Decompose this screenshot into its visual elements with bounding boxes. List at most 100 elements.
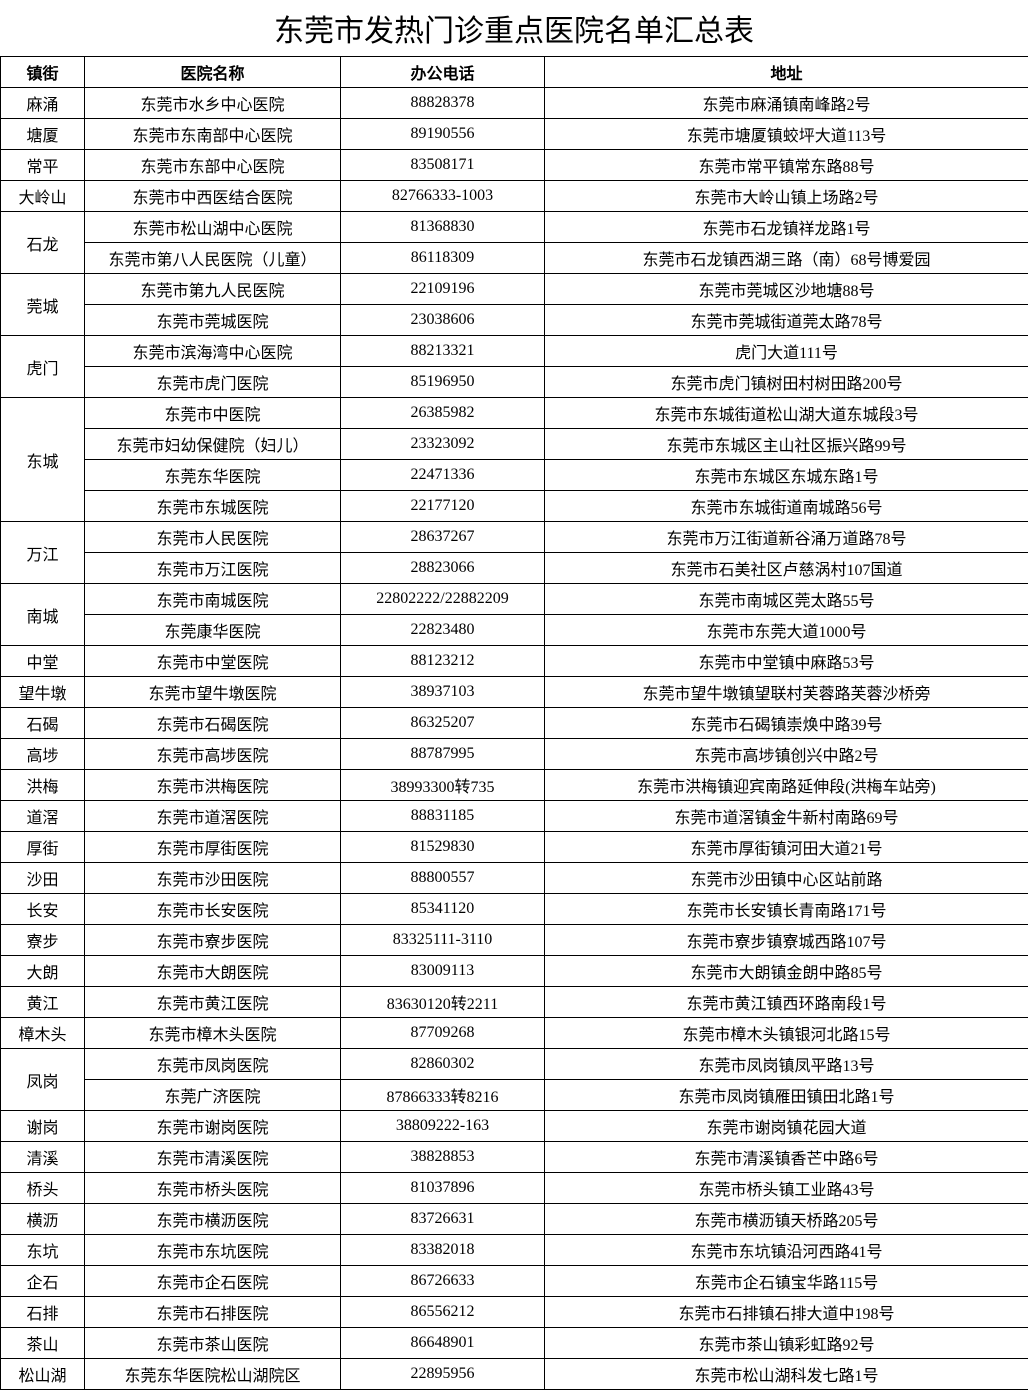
phone-cell: 88787995: [341, 739, 545, 770]
phone-cell: 26385982: [341, 398, 545, 429]
phone-cell: 88831185: [341, 801, 545, 832]
address-cell: 东莞市洪梅镇迎宾南路延伸段(洪梅车站旁): [545, 770, 1028, 801]
hospital-cell: 东莞市厚街医院: [85, 832, 341, 863]
hospital-cell: 东莞市中西医结合医院: [85, 181, 341, 212]
hospital-cell: 东莞市横沥医院: [85, 1204, 341, 1235]
hospital-cell: 东莞市石排医院: [85, 1297, 341, 1328]
hospital-cell: 东莞市茶山医院: [85, 1328, 341, 1359]
hospital-cell: 东莞市樟木头医院: [85, 1018, 341, 1049]
phone-cell: 82766333-1003: [341, 181, 545, 212]
phone-cell: 85341120: [341, 894, 545, 925]
table-row: 万江东莞市人民医院28637267东莞市万江街道新谷涌万道路78号: [1, 522, 1028, 553]
address-cell: 东莞市黄江镇西环路南段1号: [545, 987, 1028, 1018]
address-cell: 东莞市大朗镇金朗中路85号: [545, 956, 1028, 987]
table-row: 道滘东莞市道滘医院88831185东莞市道滘镇金牛新村南路69号: [1, 801, 1028, 832]
table-row: 石龙东莞市松山湖中心医院81368830东莞市石龙镇祥龙路1号: [1, 212, 1028, 243]
town-cell: 松山湖: [1, 1359, 85, 1390]
address-cell: 东莞市石龙镇祥龙路1号: [545, 212, 1028, 243]
hospital-table: 镇街 医院名称 办公电话 地址 麻涌东莞市水乡中心医院88828378东莞市麻涌…: [0, 56, 1028, 1390]
phone-cell: 83009113: [341, 956, 545, 987]
town-cell: 清溪: [1, 1142, 85, 1173]
phone-cell: 88213321: [341, 336, 545, 367]
phone-cell: 82860302: [341, 1049, 545, 1080]
address-cell: 东莞市寮步镇寮城西路107号: [545, 925, 1028, 956]
town-cell: 东坑: [1, 1235, 85, 1266]
phone-cell: 22177120: [341, 491, 545, 522]
table-row: 洪梅东莞市洪梅医院38993300转735东莞市洪梅镇迎宾南路延伸段(洪梅车站旁…: [1, 770, 1028, 801]
town-cell: 石排: [1, 1297, 85, 1328]
table-row: 石排东莞市石排医院86556212东莞市石排镇石排大道中198号: [1, 1297, 1028, 1328]
table-row: 中堂东莞市中堂医院88123212东莞市中堂镇中麻路53号: [1, 646, 1028, 677]
phone-cell: 81529830: [341, 832, 545, 863]
address-cell: 东莞市松山湖科发七路1号: [545, 1359, 1028, 1390]
table-row: 大朗东莞市大朗医院83009113东莞市大朗镇金朗中路85号: [1, 956, 1028, 987]
town-cell: 高埗: [1, 739, 85, 770]
table-row: 麻涌东莞市水乡中心医院88828378东莞市麻涌镇南峰路2号: [1, 88, 1028, 119]
town-cell: 桥头: [1, 1173, 85, 1204]
hospital-cell: 东莞市第八人民医院（儿童）: [85, 243, 341, 274]
hospital-cell: 东莞市滨海湾中心医院: [85, 336, 341, 367]
phone-cell: 28823066: [341, 553, 545, 584]
phone-cell: 28637267: [341, 522, 545, 553]
hospital-cell: 东莞市道滘医院: [85, 801, 341, 832]
address-cell: 东莞市塘厦镇蛟坪大道113号: [545, 119, 1028, 150]
table-row: 长安东莞市长安医院85341120东莞市长安镇长青南路171号: [1, 894, 1028, 925]
town-cell: 凤岗: [1, 1049, 85, 1111]
table-row: 厚街东莞市厚街医院81529830东莞市厚街镇河田大道21号: [1, 832, 1028, 863]
town-cell: 道滘: [1, 801, 85, 832]
town-cell: 大岭山: [1, 181, 85, 212]
address-cell: 东莞市石碣镇崇焕中路39号: [545, 708, 1028, 739]
table-row: 东莞市万江医院28823066东莞市石美社区卢慈涡村107国道: [1, 553, 1028, 584]
town-cell: 塘厦: [1, 119, 85, 150]
phone-cell: 22109196: [341, 274, 545, 305]
address-cell: 东莞市东城区主山社区振兴路99号: [545, 429, 1028, 460]
hospital-cell: 东莞市企石医院: [85, 1266, 341, 1297]
town-cell: 茶山: [1, 1328, 85, 1359]
address-cell: 东莞市沙田镇中心区站前路: [545, 863, 1028, 894]
town-cell: 黄江: [1, 987, 85, 1018]
town-cell: 虎门: [1, 336, 85, 398]
table-row: 望牛墩东莞市望牛墩医院38937103东莞市望牛墩镇望联村芙蓉路芙蓉沙桥旁: [1, 677, 1028, 708]
phone-cell: 86726633: [341, 1266, 545, 1297]
hospital-cell: 东莞市桥头医院: [85, 1173, 341, 1204]
hospital-cell: 东莞市寮步医院: [85, 925, 341, 956]
table-row: 东坑东莞市东坑医院83382018东莞市东坑镇沿河西路41号: [1, 1235, 1028, 1266]
address-cell: 东莞市石美社区卢慈涡村107国道: [545, 553, 1028, 584]
table-row: 东城东莞市中医院26385982东莞市东城街道松山湖大道东城段3号: [1, 398, 1028, 429]
address-cell: 东莞市横沥镇天桥路205号: [545, 1204, 1028, 1235]
hospital-cell: 东莞东华医院松山湖院区: [85, 1359, 341, 1390]
hospital-cell: 东莞市沙田医院: [85, 863, 341, 894]
town-cell: 洪梅: [1, 770, 85, 801]
hospital-cell: 东莞市人民医院: [85, 522, 341, 553]
address-cell: 东莞市东城街道南城路56号: [545, 491, 1028, 522]
phone-cell: 38809222-163: [341, 1111, 545, 1142]
table-row: 谢岗东莞市谢岗医院38809222-163东莞市谢岗镇花园大道: [1, 1111, 1028, 1142]
table-row: 常平东莞市东部中心医院83508171东莞市常平镇常东路88号: [1, 150, 1028, 181]
phone-cell: 87709268: [341, 1018, 545, 1049]
town-cell: 企石: [1, 1266, 85, 1297]
town-cell: 厚街: [1, 832, 85, 863]
address-cell: 东莞市高埗镇创兴中路2号: [545, 739, 1028, 770]
phone-cell: 81037896: [341, 1173, 545, 1204]
table-row: 樟木头东莞市樟木头医院87709268东莞市樟木头镇银河北路15号: [1, 1018, 1028, 1049]
hospital-cell: 东莞市长安医院: [85, 894, 341, 925]
town-cell: 望牛墩: [1, 677, 85, 708]
address-cell: 东莞市长安镇长青南路171号: [545, 894, 1028, 925]
table-row: 南城东莞市南城医院22802222/22882209东莞市南城区莞太路55号: [1, 584, 1028, 615]
hospital-cell: 东莞市石碣医院: [85, 708, 341, 739]
phone-cell: 86556212: [341, 1297, 545, 1328]
hospital-cell: 东莞市东南部中心医院: [85, 119, 341, 150]
table-row: 凤岗东莞市凤岗医院82860302东莞市凤岗镇凤平路13号: [1, 1049, 1028, 1080]
address-cell: 东莞市桥头镇工业路43号: [545, 1173, 1028, 1204]
hospital-cell: 东莞市第九人民医院: [85, 274, 341, 305]
town-cell: 石碣: [1, 708, 85, 739]
hospital-cell: 东莞市高埗医院: [85, 739, 341, 770]
hospital-cell: 东莞市万江医院: [85, 553, 341, 584]
address-cell: 东莞市虎门镇树田村树田路200号: [545, 367, 1028, 398]
header-town: 镇街: [1, 57, 85, 88]
hospital-cell: 东莞市中医院: [85, 398, 341, 429]
phone-cell: 88123212: [341, 646, 545, 677]
hospital-cell: 东莞市望牛墩医院: [85, 677, 341, 708]
address-cell: 东莞市清溪镇香芒中路6号: [545, 1142, 1028, 1173]
town-cell: 樟木头: [1, 1018, 85, 1049]
